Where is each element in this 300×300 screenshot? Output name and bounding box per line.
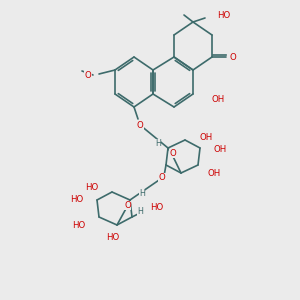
Text: H: H xyxy=(155,140,161,148)
Text: H: H xyxy=(137,206,143,215)
Text: HO: HO xyxy=(70,196,83,205)
Text: OH: OH xyxy=(214,146,227,154)
Text: HO: HO xyxy=(72,220,85,230)
Text: O: O xyxy=(136,121,143,130)
Text: O: O xyxy=(124,201,131,210)
Text: H: H xyxy=(139,190,145,199)
Text: O: O xyxy=(230,52,236,62)
Text: OH: OH xyxy=(208,169,221,178)
Text: HO: HO xyxy=(85,184,98,193)
Text: HO: HO xyxy=(217,11,230,20)
Text: OH: OH xyxy=(211,95,224,104)
Text: OH: OH xyxy=(199,134,212,142)
Text: O: O xyxy=(169,149,176,158)
Text: O: O xyxy=(85,70,92,80)
Text: HO: HO xyxy=(106,232,120,242)
Text: HO: HO xyxy=(150,202,163,211)
Text: O: O xyxy=(159,173,165,182)
